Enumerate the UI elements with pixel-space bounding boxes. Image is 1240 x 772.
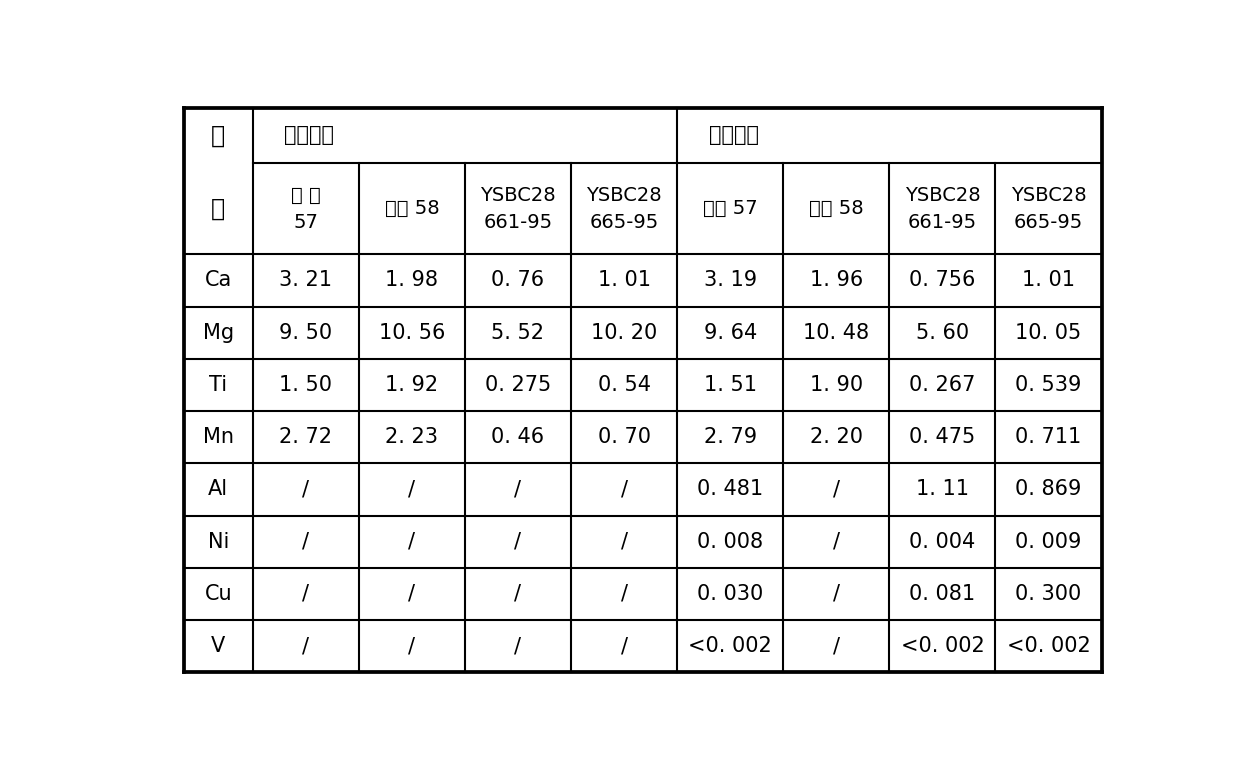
Text: Ti: Ti [210,375,227,395]
Text: <0. 002: <0. 002 [900,636,985,656]
Text: 10. 56: 10. 56 [378,323,445,343]
Text: /: / [408,636,415,656]
Text: /: / [408,584,415,604]
Text: /: / [303,479,309,499]
Text: /: / [303,584,309,604]
Text: /: / [303,532,309,552]
Text: /: / [833,636,839,656]
Text: 0. 481: 0. 481 [697,479,764,499]
Text: /: / [408,479,415,499]
Text: 0. 081: 0. 081 [909,584,976,604]
Text: /: / [833,584,839,604]
Text: <0. 002: <0. 002 [688,636,773,656]
Text: 1. 01: 1. 01 [598,270,651,290]
Text: 9. 64: 9. 64 [703,323,756,343]
Text: /: / [620,636,627,656]
Text: <0. 002: <0. 002 [1007,636,1090,656]
Text: /: / [833,532,839,552]
Text: /: / [620,532,627,552]
Text: 9. 50: 9. 50 [279,323,332,343]
Text: /: / [620,584,627,604]
Text: 0. 008: 0. 008 [697,532,764,552]
Text: 0. 030: 0. 030 [697,584,764,604]
Text: 0. 869: 0. 869 [1016,479,1081,499]
Text: YSBC28
661-95: YSBC28 661-95 [905,186,981,232]
Text: /: / [408,532,415,552]
Text: Al: Al [208,479,228,499]
Text: 2. 79: 2. 79 [703,427,756,447]
Text: 机 字
57: 机 字 57 [291,186,321,232]
Text: 0. 756: 0. 756 [909,270,976,290]
Text: /: / [515,479,522,499]
Text: 0. 54: 0. 54 [598,375,651,395]
Text: 1. 92: 1. 92 [386,375,439,395]
Text: 10. 20: 10. 20 [591,323,657,343]
Text: 10. 48: 10. 48 [804,323,869,343]
Text: 3. 19: 3. 19 [703,270,756,290]
Text: 机字 58: 机字 58 [808,199,863,218]
Text: 10. 05: 10. 05 [1016,323,1081,343]
Text: YSBC28
661-95: YSBC28 661-95 [480,186,556,232]
Text: 1. 50: 1. 50 [279,375,332,395]
Text: 0. 004: 0. 004 [909,532,976,552]
Text: 0. 275: 0. 275 [485,375,551,395]
Text: 0. 475: 0. 475 [909,427,976,447]
Text: 2. 20: 2. 20 [810,427,863,447]
Text: /: / [515,636,522,656]
Text: 5. 52: 5. 52 [491,323,544,343]
Text: 0. 267: 0. 267 [909,375,976,395]
Text: 1. 96: 1. 96 [810,270,863,290]
Text: 认定值％: 认定值％ [284,125,335,145]
Text: 1. 90: 1. 90 [810,375,863,395]
Text: 0. 46: 0. 46 [491,427,544,447]
Text: 0. 70: 0. 70 [598,427,651,447]
Text: 0. 300: 0. 300 [1016,584,1081,604]
Text: 1. 01: 1. 01 [1022,270,1075,290]
Text: /: / [515,532,522,552]
Text: /: / [303,636,309,656]
Text: 机字 57: 机字 57 [703,199,758,218]
Text: Mn: Mn [203,427,234,447]
Text: V: V [211,636,226,656]
Text: Ca: Ca [205,270,232,290]
Text: 素: 素 [211,197,226,221]
Text: /: / [620,479,627,499]
Text: YSBC28
665-95: YSBC28 665-95 [1011,186,1086,232]
Text: 测定值％: 测定值％ [709,125,759,145]
Text: 1. 98: 1. 98 [386,270,438,290]
Text: /: / [515,584,522,604]
Text: 3. 21: 3. 21 [279,270,332,290]
Text: YSBC28
665-95: YSBC28 665-95 [587,186,662,232]
Text: 1. 51: 1. 51 [703,375,756,395]
Text: 2. 72: 2. 72 [279,427,332,447]
Text: Cu: Cu [205,584,232,604]
Text: Ni: Ni [207,532,229,552]
Text: /: / [833,479,839,499]
Text: 0. 009: 0. 009 [1016,532,1081,552]
Text: 元: 元 [211,124,226,147]
Text: 0. 711: 0. 711 [1016,427,1081,447]
Text: 机字 58: 机字 58 [384,199,439,218]
Text: 0. 539: 0. 539 [1016,375,1081,395]
Text: 0. 76: 0. 76 [491,270,544,290]
Text: 5. 60: 5. 60 [916,323,968,343]
Text: 2. 23: 2. 23 [386,427,438,447]
Text: 1. 11: 1. 11 [916,479,968,499]
Text: Mg: Mg [202,323,234,343]
